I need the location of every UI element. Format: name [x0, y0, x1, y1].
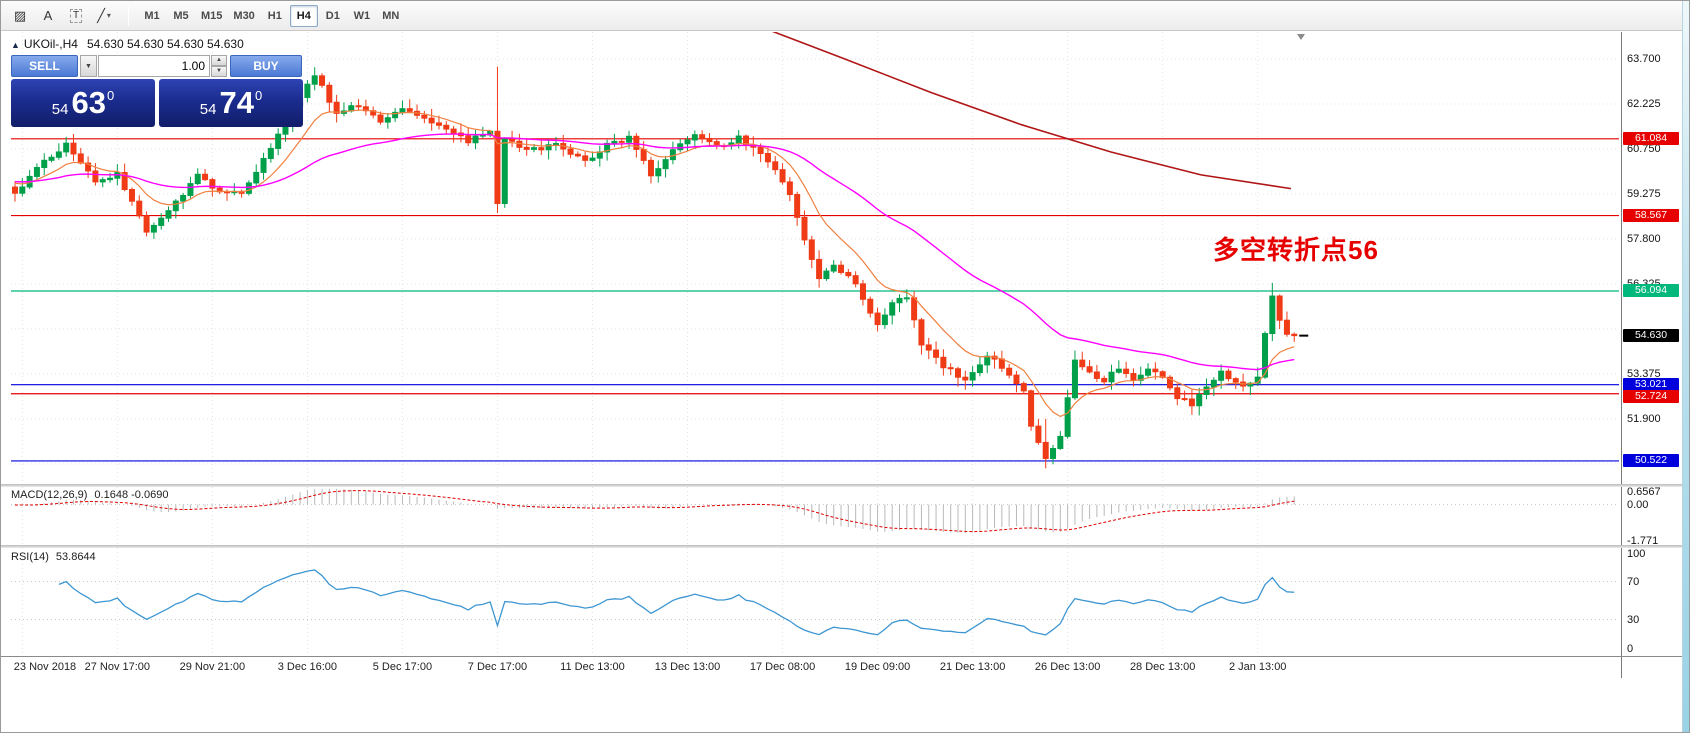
- toolbar-separator: [128, 5, 129, 26]
- chevron-down-icon: ▾: [106, 11, 111, 20]
- buy-button[interactable]: BUY: [230, 55, 302, 77]
- price-tick-label: 59.275: [1627, 187, 1661, 200]
- sell-price-main: 63: [71, 85, 106, 120]
- rsi-indicator-canvas[interactable]: [1, 548, 1690, 654]
- time-axis-border: [1, 656, 1689, 657]
- macd-name: MACD(12,26,9): [11, 489, 88, 501]
- trade-prices-row: 54 63 0 54 74 0: [11, 79, 306, 127]
- chevron-down-icon: ▼: [85, 62, 92, 70]
- chart-toolbar: ▨ A T ╱ ▾ M1 M5 M15 M30 H1 H4 D1 W1 MN: [1, 1, 1689, 31]
- macd-label: MACD(12,26,9) 0.1648 -0.0690: [11, 489, 168, 501]
- volume-input[interactable]: 1.00: [98, 55, 210, 77]
- price-tick-label: 53.375: [1627, 367, 1661, 380]
- price-tick-label: 57.800: [1627, 232, 1661, 245]
- panel-divider[interactable]: [1, 484, 1689, 487]
- price-level-label: 61.084: [1623, 132, 1679, 146]
- time-axis: 23 Nov 2018 27 Nov 17:00 29 Nov 21:00 3 Dec…: [1, 657, 1619, 678]
- time-axis-label: 21 Dec 13:00: [939, 661, 1006, 673]
- label-tool-icon[interactable]: A: [43, 8, 53, 23]
- rsi-axis-label: 70: [1627, 576, 1640, 588]
- chart-title: ▲ UKOil-,H4 54.630 54.630 54.630 54.630: [11, 37, 244, 51]
- vertical-scrollbar[interactable]: [1682, 1, 1689, 732]
- rsi-axis-label: 100: [1627, 547, 1646, 560]
- price-axis: 63.70062.22560.75059.27557.80056.32553.3…: [1621, 32, 1684, 678]
- timeframe-m30[interactable]: M30: [233, 9, 255, 22]
- rsi-name: RSI(14): [11, 551, 49, 563]
- time-axis-label: 2 Jan 13:00: [1228, 661, 1287, 673]
- chart-annotation: 多空转折点56: [1213, 235, 1379, 265]
- timeframe-d1[interactable]: D1: [325, 9, 340, 22]
- time-axis-label: 11 Dec 13:00: [560, 661, 625, 673]
- time-axis-label: 3 Dec 16:00: [277, 661, 338, 673]
- text-tool-icon[interactable]: T: [63, 5, 89, 27]
- timeframe-group: M1 M5 M15 M30 H1 H4 D1 W1 MN: [138, 4, 406, 27]
- macd-values: 0.1648 -0.0690: [94, 489, 169, 501]
- price-tick-label: 51.900: [1627, 412, 1661, 425]
- pattern-box-tool-icon[interactable]: ▨: [13, 7, 27, 23]
- timeframe-mn[interactable]: MN: [382, 9, 400, 22]
- rsi-value: 53.8644: [55, 551, 96, 563]
- price-level-label: 50.522: [1623, 454, 1679, 468]
- drawing-tools-group: ▨ A T ╱ ▾: [7, 5, 119, 27]
- one-click-trading-panel: SELL ▼ 1.00 ▲ ▼ BUY 54 63 0 54 74 0: [11, 55, 306, 127]
- timeframe-h4[interactable]: H4: [289, 4, 318, 27]
- volume-spinner: ▲ ▼: [211, 55, 227, 77]
- macd-axis-label: -1.771: [1627, 534, 1659, 547]
- time-axis-label: 5 Dec 17:00: [372, 661, 433, 673]
- symbol-period-label: UKOil-,H4: [23, 37, 78, 51]
- price-level-label: 53.021: [1623, 378, 1679, 392]
- current-price-label: 54.630: [1623, 329, 1679, 343]
- time-axis-label: 17 Dec 08:00: [749, 661, 816, 673]
- time-axis-label: 28 Dec 13:00: [1129, 661, 1196, 673]
- sell-button[interactable]: SELL: [11, 55, 78, 77]
- volume-up-button[interactable]: ▲: [211, 55, 227, 66]
- macd-indicator-canvas[interactable]: [1, 487, 1690, 545]
- sell-price-prefix: 54: [51, 100, 69, 118]
- buy-price-pip: 0: [254, 87, 263, 103]
- time-axis-label: 27 Nov 17:00: [84, 661, 151, 673]
- price-level-label: 56.094: [1623, 284, 1679, 298]
- macd-axis-label: 0.6567: [1627, 485, 1661, 498]
- timeframe-m15[interactable]: M15: [201, 9, 223, 22]
- buy-price-main: 74: [219, 85, 254, 120]
- ohlc-values: 54.630 54.630 54.630 54.630: [86, 37, 244, 51]
- macd-axis-label: 0.00: [1627, 499, 1649, 512]
- volume-dropdown-button[interactable]: ▼: [80, 55, 97, 77]
- rsi-axis-label: 30: [1627, 614, 1640, 626]
- panel-divider[interactable]: [1, 545, 1689, 548]
- buy-price-panel[interactable]: 54 74 0: [159, 79, 303, 127]
- price-tick-label: 60.750: [1627, 142, 1661, 155]
- trade-controls-row: SELL ▼ 1.00 ▲ ▼ BUY: [11, 55, 306, 77]
- time-axis-label: 19 Dec 09:00: [844, 661, 911, 673]
- rsi-axis-label: 0: [1627, 642, 1634, 655]
- sell-price-panel[interactable]: 54 63 0: [11, 79, 155, 127]
- time-axis-label: 26 Dec 13:00: [1034, 661, 1101, 673]
- price-level-label: 52.724: [1623, 390, 1679, 404]
- price-level-label: 58.567: [1623, 209, 1679, 223]
- price-chart-canvas[interactable]: [1, 32, 1690, 484]
- price-tick-label: 62.225: [1627, 97, 1661, 110]
- time-axis-label: 23 Nov 2018: [13, 661, 77, 673]
- timeframe-m1[interactable]: M1: [144, 9, 160, 22]
- shapes-tool-icon[interactable]: ╱ ▾: [97, 7, 111, 23]
- time-axis-label: 7 Dec 17:00: [467, 661, 528, 673]
- price-tick-label: 63.700: [1627, 53, 1661, 65]
- time-axis-label: 29 Nov 21:00: [179, 661, 246, 673]
- timeframe-w1[interactable]: W1: [353, 9, 371, 22]
- buy-price-prefix: 54: [199, 100, 217, 118]
- timeframe-m5[interactable]: M5: [173, 9, 189, 22]
- oneclick-collapse-icon[interactable]: ▲: [11, 40, 20, 50]
- volume-down-button[interactable]: ▼: [211, 66, 227, 77]
- rsi-label: RSI(14) 53.8644: [11, 551, 96, 563]
- time-axis-label: 13 Dec 13:00: [654, 661, 721, 673]
- chart-shift-marker-icon[interactable]: [1297, 34, 1305, 40]
- sell-price-pip: 0: [106, 87, 115, 103]
- timeframe-h1[interactable]: H1: [267, 9, 282, 22]
